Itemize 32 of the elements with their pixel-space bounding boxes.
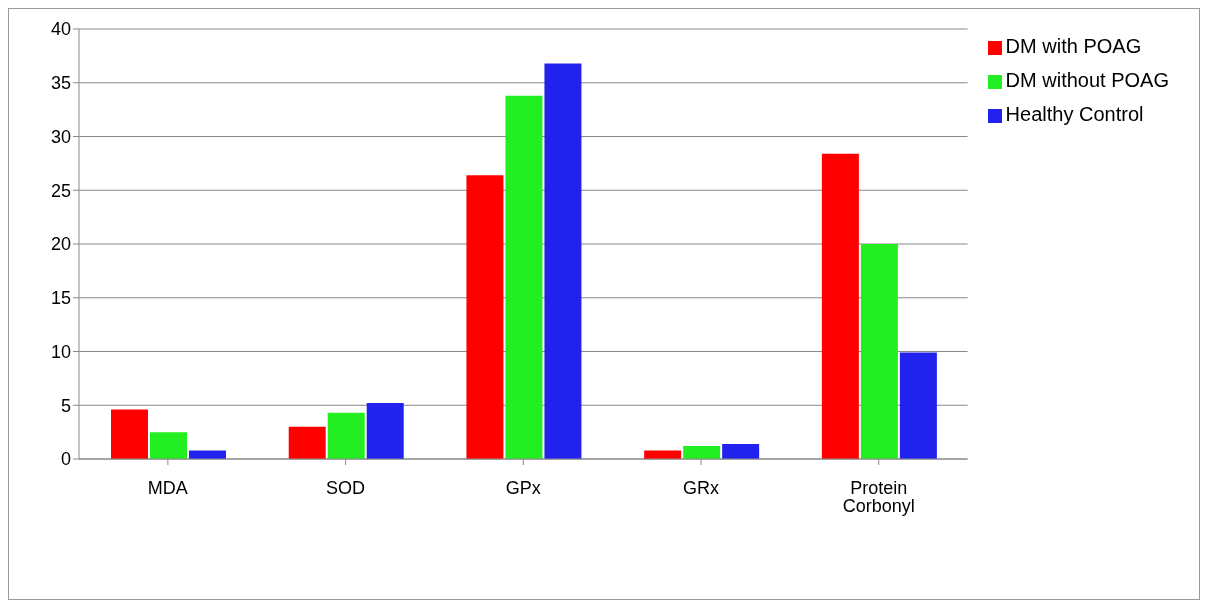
bar — [366, 403, 404, 459]
legend-label: DM with POAG — [1005, 35, 1142, 57]
y-tick-label: 15 — [50, 288, 71, 309]
bar — [188, 450, 226, 459]
bar — [288, 426, 326, 459]
bar — [683, 446, 721, 459]
y-tick-label: 10 — [50, 341, 71, 362]
legend-label: Healthy Control — [1005, 103, 1144, 125]
bar — [899, 352, 937, 459]
y-tick-label: 5 — [60, 395, 71, 416]
x-tick-label: MDA — [147, 477, 188, 498]
x-tick-label: Protein Corbonyl — [842, 477, 915, 516]
bar — [821, 153, 859, 459]
bar — [644, 450, 682, 459]
x-tick-label: SOD — [326, 477, 366, 498]
bar — [722, 443, 760, 459]
bar — [110, 409, 148, 459]
bar — [544, 63, 582, 459]
y-tick-label: 40 — [50, 19, 71, 40]
y-tick-label: 0 — [60, 449, 71, 470]
x-tick-label: GRx — [683, 477, 720, 498]
y-tick-label: 25 — [50, 180, 71, 201]
y-tick-label: 30 — [50, 126, 71, 147]
y-tick-label: 35 — [50, 73, 71, 94]
legend-label: DM without POAG — [1005, 69, 1169, 91]
bar — [327, 412, 365, 459]
y-tick-label: 20 — [50, 234, 71, 255]
bar — [466, 175, 504, 459]
bar — [860, 244, 898, 459]
x-tick-label: GPx — [505, 477, 541, 498]
bar — [149, 432, 187, 459]
bar — [505, 95, 543, 459]
